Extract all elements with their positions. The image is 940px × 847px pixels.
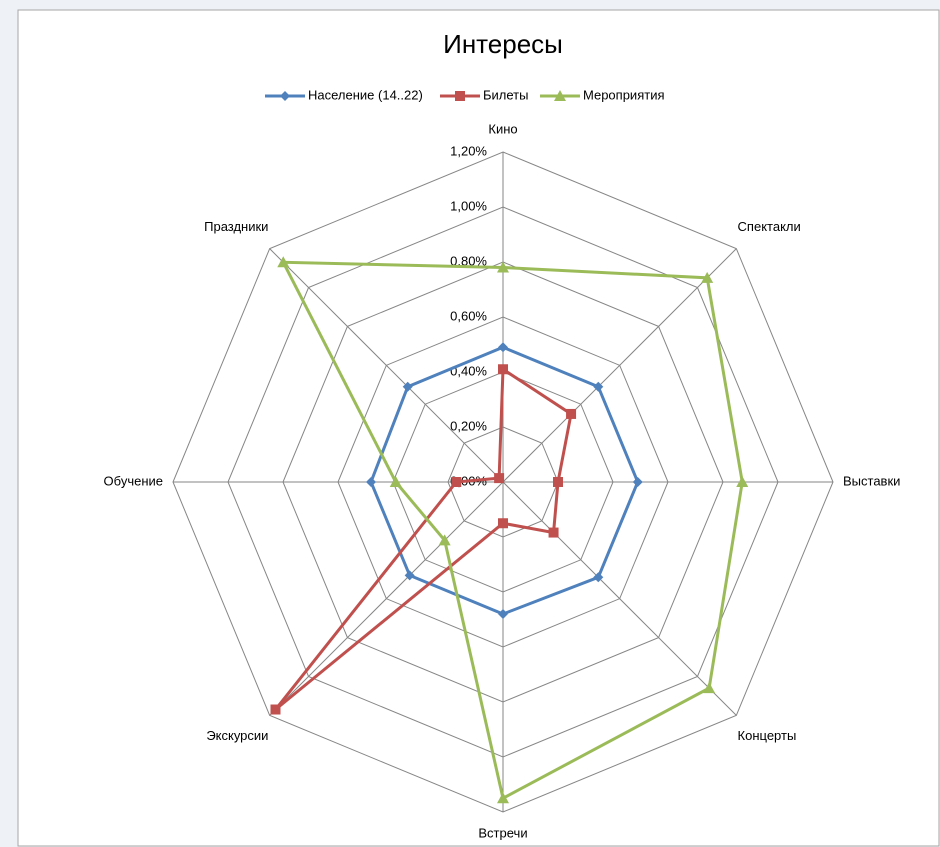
- marker: [498, 609, 508, 619]
- marker: [277, 256, 290, 268]
- marker: [498, 364, 508, 375]
- marker: [498, 518, 508, 529]
- marker: [566, 408, 577, 419]
- marker: [498, 342, 508, 353]
- category-label: Экскурсии: [206, 728, 268, 743]
- y-tick-label: 1,00%: [450, 198, 487, 213]
- marker: [548, 527, 559, 538]
- marker: [455, 91, 465, 101]
- category-label: Концерты: [738, 728, 797, 743]
- category-label: Спектакли: [738, 219, 801, 234]
- marker: [280, 91, 290, 101]
- marker: [438, 534, 451, 546]
- marker: [402, 381, 413, 392]
- marker: [632, 477, 643, 487]
- legend-label: Билеты: [483, 87, 528, 102]
- marker: [701, 271, 714, 283]
- marker: [404, 570, 415, 581]
- marker: [451, 477, 462, 487]
- category-label: Кино: [488, 121, 517, 136]
- category-label: Обучение: [104, 473, 163, 488]
- marker: [270, 704, 281, 715]
- category-label: Выставки: [843, 473, 900, 488]
- spoke: [502, 481, 737, 716]
- marker: [497, 261, 509, 273]
- chart-area: [17, 9, 940, 847]
- marker: [366, 477, 376, 487]
- legend-label: Мероприятия: [583, 87, 665, 102]
- legend-label: Население (14..22): [308, 87, 423, 102]
- category-label: Праздники: [204, 219, 268, 234]
- marker: [554, 90, 566, 101]
- marker: [553, 477, 563, 487]
- marker: [497, 792, 509, 804]
- marker: [703, 682, 716, 694]
- marker: [736, 476, 749, 487]
- marker: [593, 381, 604, 392]
- spoke: [269, 481, 504, 716]
- y-tick-label: 1,20%: [450, 143, 487, 158]
- marker: [593, 572, 604, 583]
- y-tick-label: 0,20%: [450, 418, 487, 433]
- category-label: Встречи: [478, 825, 527, 840]
- spoke: [269, 248, 504, 483]
- y-tick-label: 0,60%: [450, 308, 487, 323]
- chart-title: Интересы: [443, 29, 563, 59]
- marker: [389, 476, 402, 487]
- spoke: [502, 248, 737, 483]
- y-tick-label: 0,80%: [450, 253, 487, 268]
- marker: [494, 473, 505, 484]
- y-tick-label: 0,40%: [450, 363, 487, 378]
